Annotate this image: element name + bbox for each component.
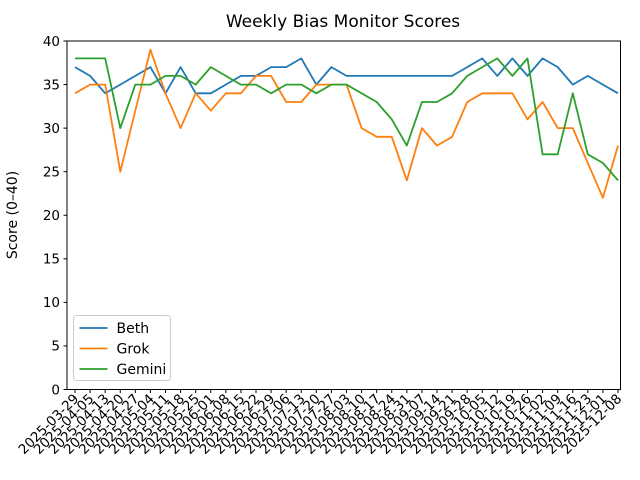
chart-title: Weekly Bias Monitor Scores — [226, 12, 460, 32]
y-axis-tick-label: 20 — [43, 208, 60, 224]
y-axis-tick-label: 40 — [43, 34, 60, 50]
series-line-grok — [74, 48, 619, 199]
legend-box — [73, 315, 171, 381]
y-axis-tick-label: 15 — [43, 252, 60, 268]
legend-entry: Beth — [79, 321, 150, 337]
y-axis-tick-label: 30 — [43, 121, 60, 137]
y-axis-tick-label: 35 — [43, 77, 60, 93]
legend-label: Beth — [117, 321, 150, 337]
y-axis-tick-label: 5 — [51, 339, 60, 355]
legend-entry: Grok — [79, 341, 151, 357]
plot-area: 05101520253035402025-03-292025-04-052025… — [16, 34, 626, 458]
series-line-gemini — [75, 57, 619, 181]
legend-label: Gemini — [117, 362, 167, 378]
legend-entry: Gemini — [79, 362, 167, 378]
y-axis-tick-label: 0 — [51, 382, 60, 398]
series-line-beth — [74, 57, 619, 95]
y-axis-tick-label: 10 — [43, 295, 60, 311]
y-axis-label: Score (0–40) — [5, 171, 21, 259]
y-axis-tick-label: 25 — [43, 164, 60, 180]
legend-label: Grok — [117, 341, 151, 357]
legend: Beth Grok Gemini — [73, 315, 171, 381]
